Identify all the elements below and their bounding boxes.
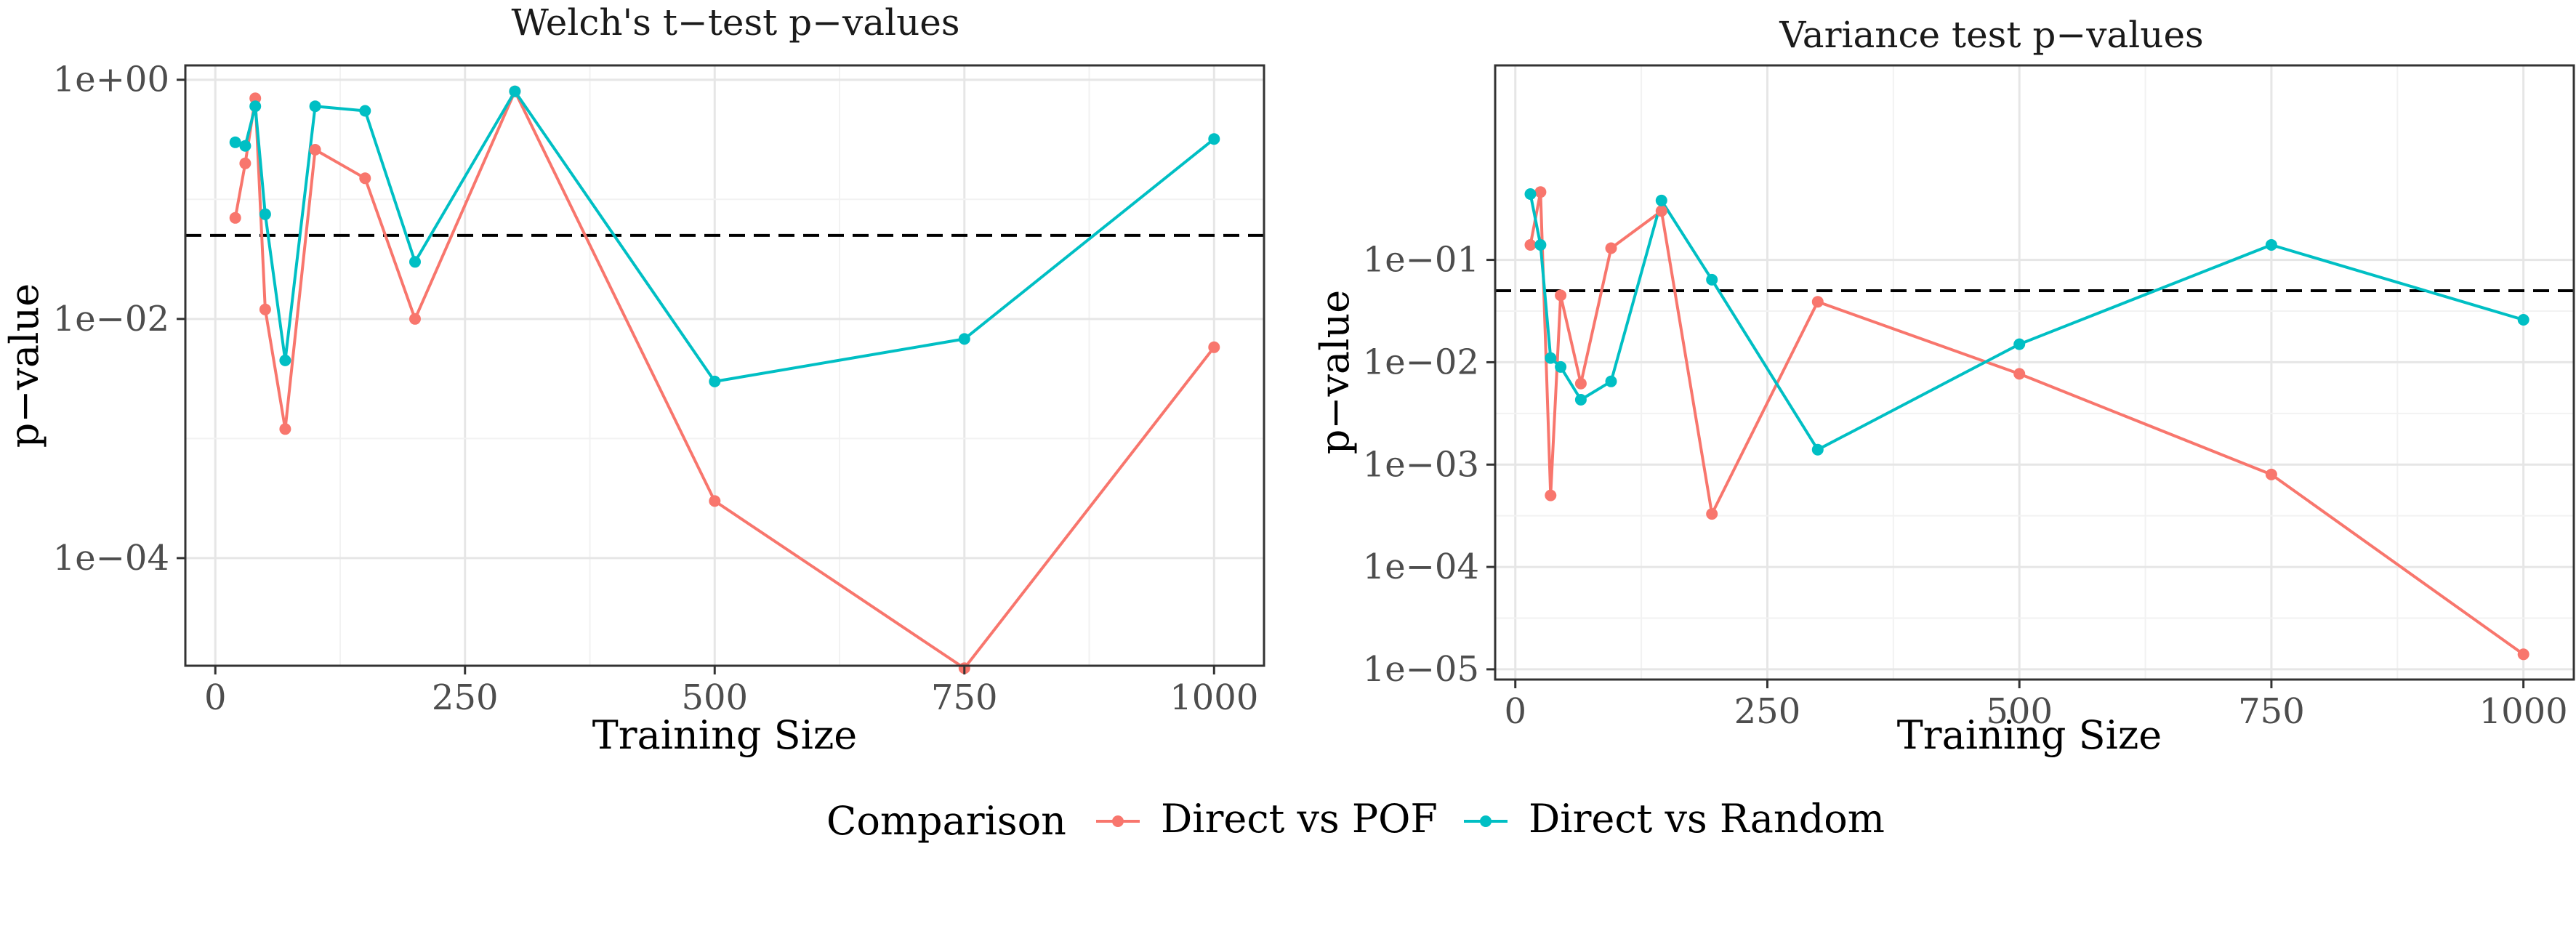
legend: Comparison Direct vs POF Direct vs Rando…: [826, 796, 1885, 844]
series-layer: [229, 85, 1220, 674]
chart-title: Variance test p−values: [1779, 14, 2203, 56]
data-point-series-1: [1208, 341, 1220, 353]
panel-welch: Welch's t−test p−values 0 250 500 750 1000 1…: [1, 1, 1265, 758]
grid: [1495, 65, 2574, 680]
data-point-series-2: [279, 354, 291, 366]
legend-label: Direct vs POF: [1161, 796, 1438, 842]
data-point-series-2: [1605, 375, 1617, 387]
data-point-series-2: [1555, 360, 1567, 373]
y-tick-label: 1e−01: [1363, 240, 1479, 281]
data-point-series-1: [1655, 205, 1667, 217]
data-point-series-2: [1574, 394, 1587, 406]
data-point-series-1: [1706, 508, 1718, 520]
y-tick-label: 1e−03: [1363, 444, 1479, 485]
data-point-series-2: [509, 85, 521, 97]
series-layer: [1524, 186, 2529, 661]
x-tick-label: 250: [432, 677, 499, 718]
data-point-series-2: [309, 100, 321, 113]
data-point-series-1: [409, 313, 421, 325]
y-tick-label: 1e−04: [53, 538, 169, 579]
plot-border: [1494, 64, 2575, 681]
x-tick-label: 1000: [2479, 691, 2568, 732]
series-line-2: [235, 89, 1215, 383]
legend-item-direct-vs-random: Direct vs Random: [1464, 796, 1885, 842]
legend-title: Comparison: [826, 798, 1066, 844]
series-line-2: [1529, 193, 2524, 451]
data-point-series-1: [249, 92, 262, 105]
x-tick-label: 500: [1986, 691, 2053, 732]
data-point-series-2: [1524, 188, 1537, 200]
y-tick-label: 1e−04: [1363, 547, 1479, 587]
data-point-series-2: [2013, 338, 2026, 350]
data-point-series-1: [2517, 648, 2529, 661]
legend-swatch-point: [1112, 815, 1124, 827]
x-axis: 0 250 500 750 1000: [1504, 680, 2568, 732]
data-point-series-1: [1534, 186, 1547, 198]
x-tick-label: 0: [1504, 691, 1526, 732]
chart-title: Welch's t−test p−values: [511, 1, 959, 44]
legend-item-direct-vs-pof: Direct vs POF: [1096, 796, 1438, 842]
x-tick-label: 750: [931, 677, 998, 718]
data-point-series-1: [309, 144, 321, 156]
data-point-series-2: [2517, 314, 2529, 326]
data-point-series-2: [2265, 239, 2277, 251]
data-point-series-1: [239, 157, 251, 169]
x-axis: 0 250 500 750 1000: [204, 666, 1258, 718]
plot-background: [1495, 65, 2574, 680]
y-axis: 1e+00 1e−02 1e−04: [53, 60, 185, 579]
plot-border: [184, 64, 1265, 667]
series-line-1: [1529, 190, 2524, 656]
x-tick-label: 0: [204, 677, 227, 718]
data-point-series-2: [1655, 194, 1667, 206]
y-tick-label: 1e−02: [53, 299, 169, 339]
plot-background: [185, 65, 1264, 666]
grid: [185, 65, 1264, 666]
data-point-series-1: [1605, 242, 1617, 254]
x-tick-label: 1000: [1170, 677, 1258, 718]
data-point-series-1: [359, 172, 371, 185]
legend-swatch-point: [1480, 815, 1492, 827]
data-point-series-1: [1524, 239, 1537, 251]
x-tick-label: 250: [1734, 691, 1801, 732]
x-tick-label: 500: [681, 677, 748, 718]
y-tick-label: 1e+00: [53, 60, 169, 100]
data-point-series-2: [409, 256, 421, 268]
data-point-series-1: [259, 303, 271, 315]
y-tick-label: 1e−02: [1363, 342, 1479, 382]
y-tick-label: 1e−05: [1363, 649, 1479, 690]
data-point-series-1: [279, 423, 291, 435]
data-point-series-1: [709, 495, 721, 507]
y-axis-title: p−value: [1, 283, 47, 448]
panel-variance: Variance test p−values 0 250 500 750 1000 1e…: [1312, 14, 2575, 758]
data-point-series-2: [1811, 443, 1824, 456]
data-point-series-2: [958, 333, 970, 345]
x-tick-label: 750: [2238, 691, 2305, 732]
data-point-series-2: [1545, 352, 1557, 364]
data-point-series-1: [1811, 296, 1824, 308]
data-point-series-1: [1555, 289, 1567, 302]
x-axis-title: Training Size: [592, 712, 858, 758]
data-point-series-1: [2265, 468, 2277, 480]
data-point-series-1: [2013, 368, 2026, 380]
data-point-series-2: [709, 375, 721, 387]
data-point-series-2: [249, 100, 262, 113]
data-point-series-2: [1706, 273, 1718, 286]
data-point-series-2: [239, 140, 251, 152]
data-point-series-1: [1545, 489, 1557, 501]
data-point-series-1: [1574, 377, 1587, 390]
data-point-series-2: [259, 208, 271, 220]
y-axis-title: p−value: [1312, 290, 1358, 455]
x-axis-title: Training Size: [1897, 712, 2162, 758]
data-point-series-2: [359, 105, 371, 117]
legend-label: Direct vs Random: [1529, 796, 1885, 842]
y-axis: 1e−01 1e−02 1e−03 1e−04 1e−05: [1363, 240, 1495, 690]
data-point-series-2: [229, 136, 241, 148]
data-point-series-1: [229, 211, 241, 224]
data-point-series-2: [1534, 239, 1547, 251]
data-point-series-2: [1208, 133, 1220, 145]
